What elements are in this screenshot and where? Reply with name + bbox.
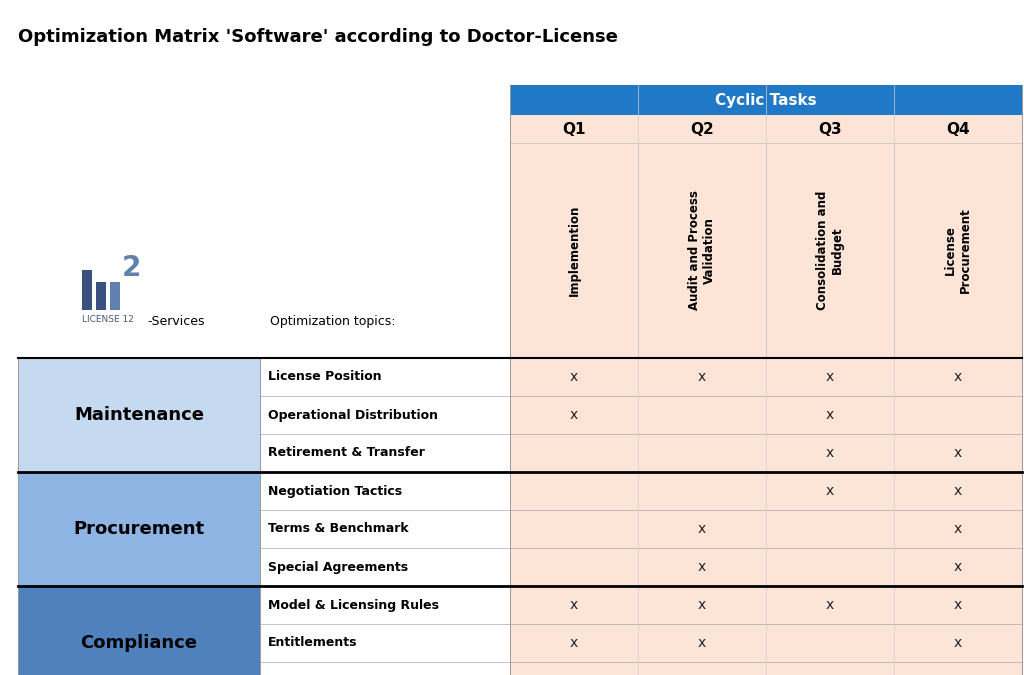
Bar <box>766 143 894 358</box>
Text: x: x <box>826 370 835 384</box>
Text: x: x <box>698 674 707 675</box>
Bar <box>82 270 92 310</box>
Text: x: x <box>954 446 963 460</box>
Bar <box>260 662 510 675</box>
Bar <box>260 586 510 624</box>
Text: License Position: License Position <box>268 371 382 383</box>
Text: x: x <box>826 484 835 498</box>
Bar <box>894 143 1022 358</box>
Bar <box>894 115 1022 143</box>
Text: x: x <box>570 636 579 650</box>
Text: Optimization Matrix 'Software' according to Doctor-License: Optimization Matrix 'Software' according… <box>18 28 617 46</box>
Bar <box>260 396 510 434</box>
Text: x: x <box>826 446 835 460</box>
Bar <box>260 358 510 396</box>
Text: Special Agreements: Special Agreements <box>268 560 409 574</box>
Text: x: x <box>954 598 963 612</box>
Bar <box>18 358 510 472</box>
Text: Consolidation and
Budget: Consolidation and Budget <box>816 191 844 310</box>
Text: Entitlements: Entitlements <box>268 637 357 649</box>
Text: x: x <box>698 598 707 612</box>
Text: Optimization topics:: Optimization topics: <box>270 315 395 328</box>
Text: x: x <box>954 484 963 498</box>
Bar <box>510 143 638 358</box>
Text: Operational Distribution: Operational Distribution <box>268 408 438 421</box>
Bar <box>510 358 1022 675</box>
Text: Compliance: Compliance <box>81 634 198 652</box>
Text: Q3: Q3 <box>818 122 842 136</box>
Text: Negotiation Tactics: Negotiation Tactics <box>268 485 402 497</box>
Text: 2: 2 <box>122 254 141 282</box>
Text: x: x <box>826 408 835 422</box>
Text: Audit and Process
Validation: Audit and Process Validation <box>688 190 716 310</box>
Text: x: x <box>570 370 579 384</box>
Bar <box>260 434 510 472</box>
Text: License
Procurement: License Procurement <box>944 208 972 294</box>
Text: x: x <box>954 636 963 650</box>
Bar <box>766 115 894 143</box>
Bar <box>260 548 510 586</box>
Text: x: x <box>826 598 835 612</box>
Text: Procurement: Procurement <box>74 520 205 538</box>
Text: x: x <box>698 370 707 384</box>
Bar <box>260 472 510 510</box>
Text: Maintenance: Maintenance <box>74 406 204 424</box>
Text: x: x <box>954 370 963 384</box>
Bar <box>260 510 510 548</box>
Text: x: x <box>570 598 579 612</box>
Text: x: x <box>698 522 707 536</box>
Text: Cyclic Tasks: Cyclic Tasks <box>715 92 817 107</box>
Text: Q2: Q2 <box>690 122 714 136</box>
Text: x: x <box>826 674 835 675</box>
Text: -Services: -Services <box>147 315 205 328</box>
Bar <box>638 143 766 358</box>
Bar <box>510 85 1022 115</box>
Text: x: x <box>954 560 963 574</box>
Text: Q1: Q1 <box>562 122 586 136</box>
Bar <box>110 282 120 310</box>
Text: LICENSE 12: LICENSE 12 <box>82 315 134 324</box>
Text: x: x <box>698 636 707 650</box>
Bar <box>18 586 510 675</box>
Bar <box>18 472 510 586</box>
Text: x: x <box>954 522 963 536</box>
Bar <box>96 282 106 310</box>
Bar <box>260 624 510 662</box>
Text: Implemention: Implemention <box>567 205 581 296</box>
Text: x: x <box>570 408 579 422</box>
Text: Model & Licensing Rules: Model & Licensing Rules <box>268 599 439 612</box>
Text: x: x <box>698 560 707 574</box>
Text: Terms & Benchmark: Terms & Benchmark <box>268 522 409 535</box>
Bar <box>638 115 766 143</box>
Text: Q4: Q4 <box>946 122 970 136</box>
Bar <box>510 115 638 143</box>
Text: Retirement & Transfer: Retirement & Transfer <box>268 446 425 460</box>
